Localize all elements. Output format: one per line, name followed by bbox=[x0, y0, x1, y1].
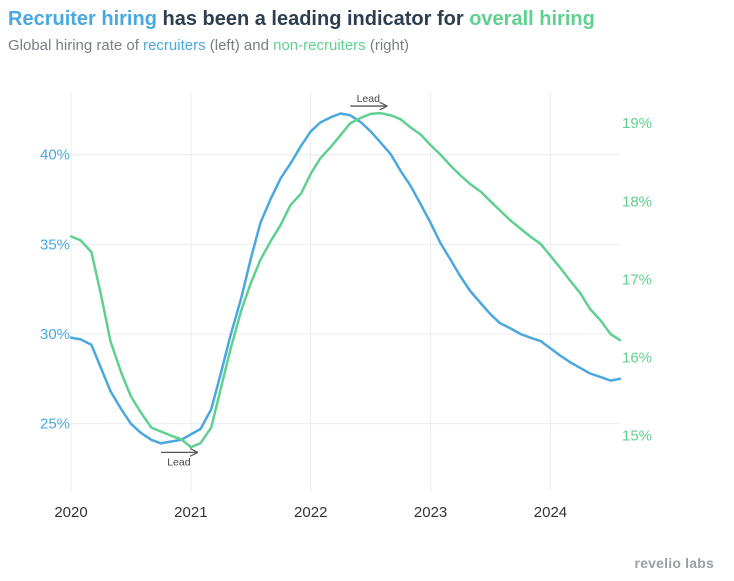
y-left-tick-label: 35% bbox=[40, 236, 70, 253]
y-right-tick-label: 16% bbox=[622, 349, 652, 366]
x-tick-label: 2023 bbox=[414, 504, 447, 521]
series-line-non-recruiters bbox=[69, 111, 622, 449]
title-middle: has been a leading indicator for bbox=[156, 8, 470, 30]
subtitle-part: (right) bbox=[365, 37, 410, 54]
subtitle-non-recruiters: non-recruiters bbox=[273, 37, 366, 54]
y-right-tick-label: 18% bbox=[622, 193, 652, 210]
revelio-labs-logo: revelio labs bbox=[634, 555, 714, 571]
x-tick-label: 2021 bbox=[174, 504, 207, 521]
x-tick-label: 2022 bbox=[294, 504, 327, 521]
x-tick-label: 2024 bbox=[534, 504, 567, 521]
y-left-tick-label: 40% bbox=[40, 147, 70, 164]
title-highlight-recruiters: Recruiter hiring bbox=[8, 8, 157, 30]
lead-annotation-label: Lead bbox=[357, 93, 381, 105]
subtitle-part: Global hiring rate of bbox=[8, 37, 144, 54]
y-left-tick-label: 30% bbox=[40, 326, 70, 343]
x-tick-label: 2020 bbox=[54, 504, 87, 521]
subtitle-recruiters: recruiters bbox=[143, 37, 206, 54]
subtitle-part: (left) and bbox=[205, 37, 274, 54]
y-right-tick-label: 17% bbox=[622, 271, 652, 288]
y-right-tick-label: 19% bbox=[622, 115, 652, 132]
series-line-recruiters bbox=[69, 112, 622, 445]
chart-subtitle: Global hiring rate of recruiters (left) … bbox=[8, 37, 409, 54]
y-left-tick-label: 25% bbox=[40, 416, 70, 433]
lead-annotation-label: Lead bbox=[167, 456, 191, 468]
title-highlight-overall: overall hiring bbox=[469, 8, 595, 30]
y-right-tick-label: 15% bbox=[622, 427, 652, 444]
chart-title: Recruiter hiring has been a leading indi… bbox=[8, 8, 595, 31]
